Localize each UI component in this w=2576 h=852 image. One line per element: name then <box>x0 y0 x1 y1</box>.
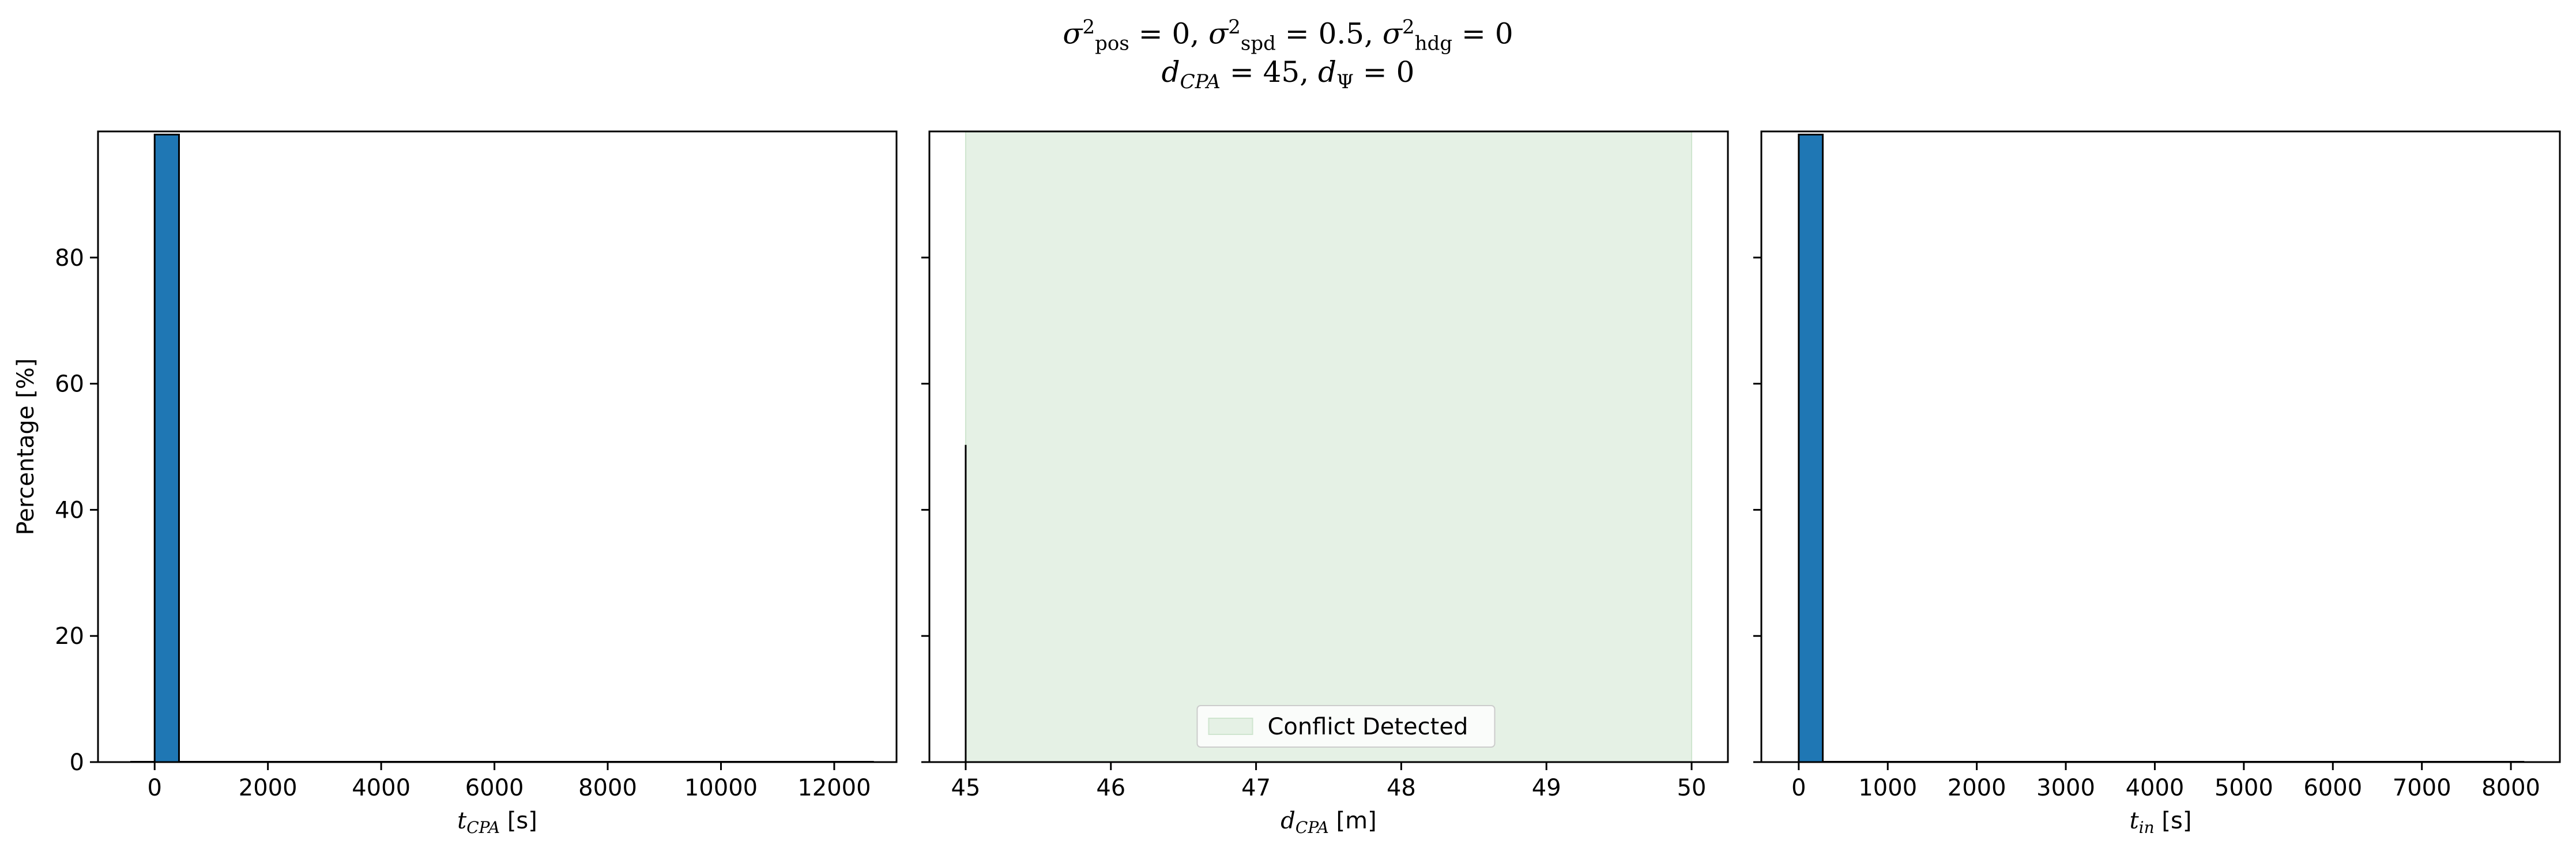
panel-right-xtick-label-1000: 1000 <box>1858 775 1917 801</box>
panel-right-xtick-label-6000: 6000 <box>2303 775 2362 801</box>
panel-middle-xtick-label-46: 46 <box>1096 775 1125 801</box>
panel-middle-legend-swatch <box>1208 718 1253 735</box>
panel-right-xtick-label-3000: 3000 <box>2036 775 2095 801</box>
panel-left-xtick-label-2000: 2000 <box>239 775 297 801</box>
panel-middle-xtick-label-45: 45 <box>951 775 981 801</box>
panel-right-xtick-label-4000: 4000 <box>2126 775 2185 801</box>
panel-left-ytick-label-40: 40 <box>55 497 84 523</box>
panel-middle-xtick-label-49: 49 <box>1532 775 1561 801</box>
panel-right-xtick-label-8000: 8000 <box>2481 775 2540 801</box>
panel-middle-shaded-region <box>965 131 1693 763</box>
panel-left-xtick-label-6000: 6000 <box>465 775 524 801</box>
panel-right-frame <box>1760 130 2561 763</box>
panel-left-ylabel: Percentage [%] <box>13 359 39 536</box>
panel-middle-xtick-label-50: 50 <box>1677 775 1707 801</box>
panel-left-xtick-label-12000: 12000 <box>797 775 871 801</box>
panel-left-ytick-label-60: 60 <box>55 371 84 398</box>
panel-left-frame <box>97 130 898 763</box>
panel-right-xlabel: tin [s] <box>2130 808 2192 837</box>
panel-left-xtick-label-8000: 8000 <box>578 775 637 801</box>
panel-left-bar-0 <box>153 133 180 763</box>
panel-middle-legend-box <box>1196 705 1496 748</box>
panel-right-xtick-label-2000: 2000 <box>1948 775 2006 801</box>
panel-left-xtick-label-10000: 10000 <box>684 775 758 801</box>
panel-left-xtick-label-4000: 4000 <box>352 775 410 801</box>
panel-left-ytick-label-20: 20 <box>55 623 84 650</box>
panel-left-ytick-label-80: 80 <box>55 245 84 272</box>
panel-middle-xtick-label-48: 48 <box>1387 775 1416 801</box>
panel-left-ytick-label-0: 0 <box>70 749 84 776</box>
panel-right-xtick-label-7000: 7000 <box>2393 775 2451 801</box>
panel-right-bar-0 <box>1798 133 1824 763</box>
figure-title-line-1: σ2pos = 0, σ2spd = 0.5, σ2hdg = 0 <box>1063 16 1513 55</box>
panel-middle-xtick-label-47: 47 <box>1241 775 1271 801</box>
panel-right-xtick-label-0: 0 <box>1791 775 1806 801</box>
panel-right-xtick-label-5000: 5000 <box>2215 775 2273 801</box>
panel-middle-legend-label: Conflict Detected <box>1268 714 1468 740</box>
panel-left-xtick-label-0: 0 <box>148 775 162 801</box>
panel-middle-frame <box>928 130 1729 763</box>
figure-title-line-2: dCPA = 45, dΨ = 0 <box>1161 55 1415 93</box>
panel-middle-xlabel: dCPA [m] <box>1281 808 1376 837</box>
panel-left-xlabel: tCPA [s] <box>457 808 537 837</box>
